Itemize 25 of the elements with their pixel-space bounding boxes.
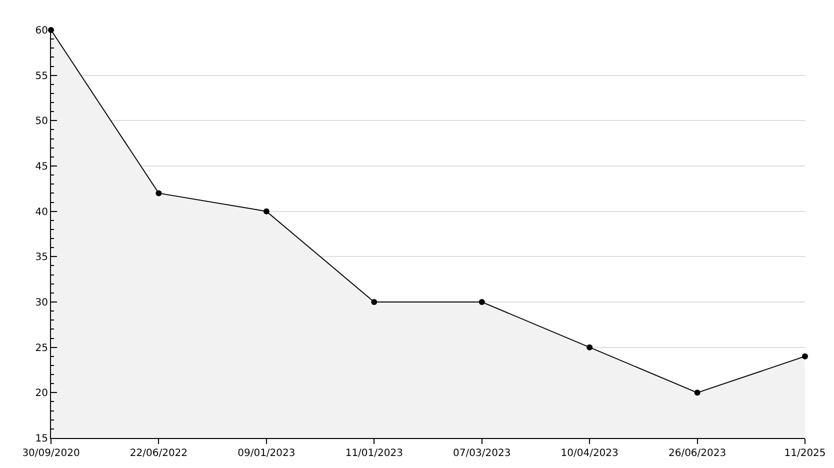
y-tick-label: 45: [35, 162, 48, 172]
x-tick-label: 10/04/2023: [560, 448, 618, 459]
y-tick-label: 20: [35, 388, 48, 400]
point: [263, 208, 270, 214]
y-tick-label: 30: [35, 298, 48, 308]
x-tick-label: 11/2025: [784, 448, 826, 459]
y-tick-label: 25: [35, 342, 48, 354]
x-tick-label: 11/01/2023: [345, 448, 403, 459]
x-tick-label: 07/03/2023: [453, 448, 511, 459]
y-tick-label: 50: [35, 116, 48, 128]
point: [156, 190, 162, 196]
point: [694, 390, 700, 396]
y-tick-label: 40: [35, 206, 48, 218]
point: [802, 353, 808, 360]
y-tick-label: 55: [35, 70, 48, 82]
point: [371, 299, 378, 305]
y-tick-label: 60: [35, 26, 48, 36]
x-tick-label: 09/01/2023: [238, 448, 296, 459]
x-tick-label: 26/06/2023: [668, 448, 726, 459]
y-tick-label: 35: [35, 252, 48, 264]
y-tick-label: 15: [35, 434, 48, 444]
point: [586, 344, 593, 350]
x-tick-label: 30/09/2020: [22, 448, 80, 459]
x-tick-label: 22/06/2022: [130, 448, 188, 459]
point: [478, 299, 485, 305]
